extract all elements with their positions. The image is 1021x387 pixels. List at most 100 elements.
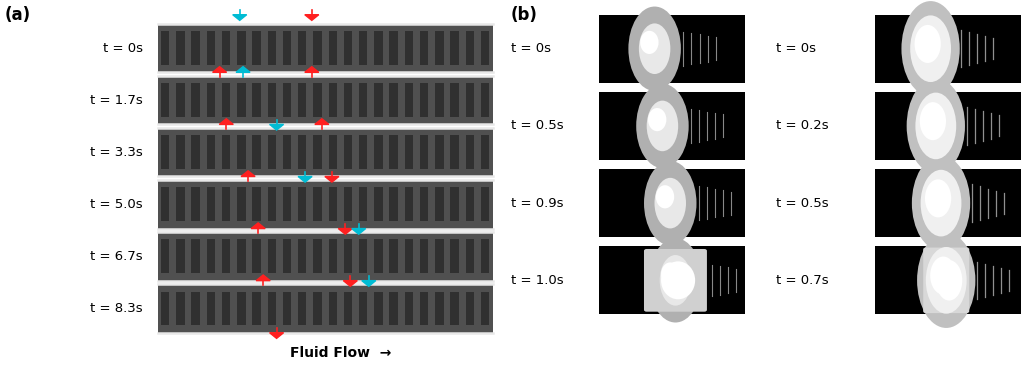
Ellipse shape (925, 179, 952, 217)
Text: t = 1.0s: t = 1.0s (510, 274, 564, 287)
Bar (177, 31, 185, 65)
Bar (450, 135, 458, 169)
Bar (375, 291, 383, 325)
Bar (161, 291, 169, 325)
Bar (481, 135, 489, 169)
Bar (435, 187, 443, 221)
Text: t = 0.5s: t = 0.5s (510, 120, 564, 132)
Bar (313, 135, 322, 169)
Polygon shape (233, 15, 247, 21)
Bar (222, 187, 231, 221)
Ellipse shape (640, 31, 659, 54)
Ellipse shape (920, 102, 946, 140)
Bar (420, 135, 429, 169)
Text: t = 0.7s: t = 0.7s (776, 274, 829, 287)
Polygon shape (351, 229, 366, 234)
Bar (237, 83, 245, 117)
Bar (283, 291, 291, 325)
Bar (404, 83, 414, 117)
Bar (252, 135, 260, 169)
Bar (599, 247, 745, 314)
Text: t = 0.5s: t = 0.5s (776, 197, 829, 210)
Bar (268, 291, 276, 325)
Bar (435, 83, 443, 117)
Bar (161, 187, 169, 221)
Bar (375, 83, 383, 117)
Bar (420, 31, 429, 65)
Bar (191, 240, 200, 273)
Bar (466, 291, 474, 325)
Bar (191, 31, 200, 65)
Polygon shape (220, 119, 234, 124)
Bar (237, 240, 245, 273)
Bar (268, 83, 276, 117)
Bar (420, 240, 429, 273)
Bar (177, 291, 185, 325)
Bar (252, 187, 260, 221)
Polygon shape (270, 124, 284, 130)
Bar (206, 291, 215, 325)
Text: t = 0s: t = 0s (510, 42, 550, 55)
Bar (157, 284, 493, 333)
Bar (389, 187, 398, 221)
Bar (157, 24, 493, 72)
Bar (191, 83, 200, 117)
Polygon shape (251, 223, 265, 229)
Bar (329, 291, 337, 325)
Bar (420, 291, 429, 325)
Ellipse shape (649, 238, 701, 322)
Bar (206, 240, 215, 273)
Ellipse shape (644, 161, 696, 245)
Polygon shape (361, 281, 376, 286)
Ellipse shape (648, 108, 667, 131)
Text: t = 3.3s: t = 3.3s (90, 146, 143, 159)
Bar (329, 135, 337, 169)
Bar (420, 83, 429, 117)
Bar (359, 187, 368, 221)
Bar (466, 187, 474, 221)
Bar (875, 247, 1021, 314)
Ellipse shape (646, 101, 678, 151)
Bar (481, 187, 489, 221)
Ellipse shape (921, 170, 962, 236)
Bar (283, 31, 291, 65)
Bar (404, 187, 414, 221)
Text: t = 0s: t = 0s (102, 41, 143, 55)
Ellipse shape (916, 92, 957, 159)
Ellipse shape (936, 260, 962, 301)
Bar (389, 240, 398, 273)
Bar (191, 291, 200, 325)
Text: t = 0.9s: t = 0.9s (510, 197, 564, 210)
Bar (875, 15, 1021, 83)
Bar (206, 187, 215, 221)
Bar (206, 135, 215, 169)
Bar (435, 31, 443, 65)
Bar (375, 187, 383, 221)
Bar (177, 240, 185, 273)
Bar (435, 135, 443, 169)
Bar (481, 83, 489, 117)
Bar (481, 240, 489, 273)
Bar (389, 135, 398, 169)
Bar (206, 83, 215, 117)
Bar (206, 31, 215, 65)
Polygon shape (338, 229, 352, 234)
Bar (344, 240, 352, 273)
Ellipse shape (930, 257, 957, 295)
Bar (298, 31, 306, 65)
Bar (420, 187, 429, 221)
Text: t = 6.7s: t = 6.7s (90, 250, 143, 263)
Polygon shape (343, 281, 357, 286)
Bar (389, 291, 398, 325)
Bar (237, 291, 245, 325)
Bar (313, 31, 322, 65)
Bar (222, 291, 231, 325)
Bar (389, 83, 398, 117)
Text: t = 0.2s: t = 0.2s (776, 120, 829, 132)
Bar (313, 187, 322, 221)
Bar (237, 187, 245, 221)
Bar (237, 135, 245, 169)
Ellipse shape (910, 15, 951, 82)
Bar (177, 83, 185, 117)
Bar (191, 187, 200, 221)
